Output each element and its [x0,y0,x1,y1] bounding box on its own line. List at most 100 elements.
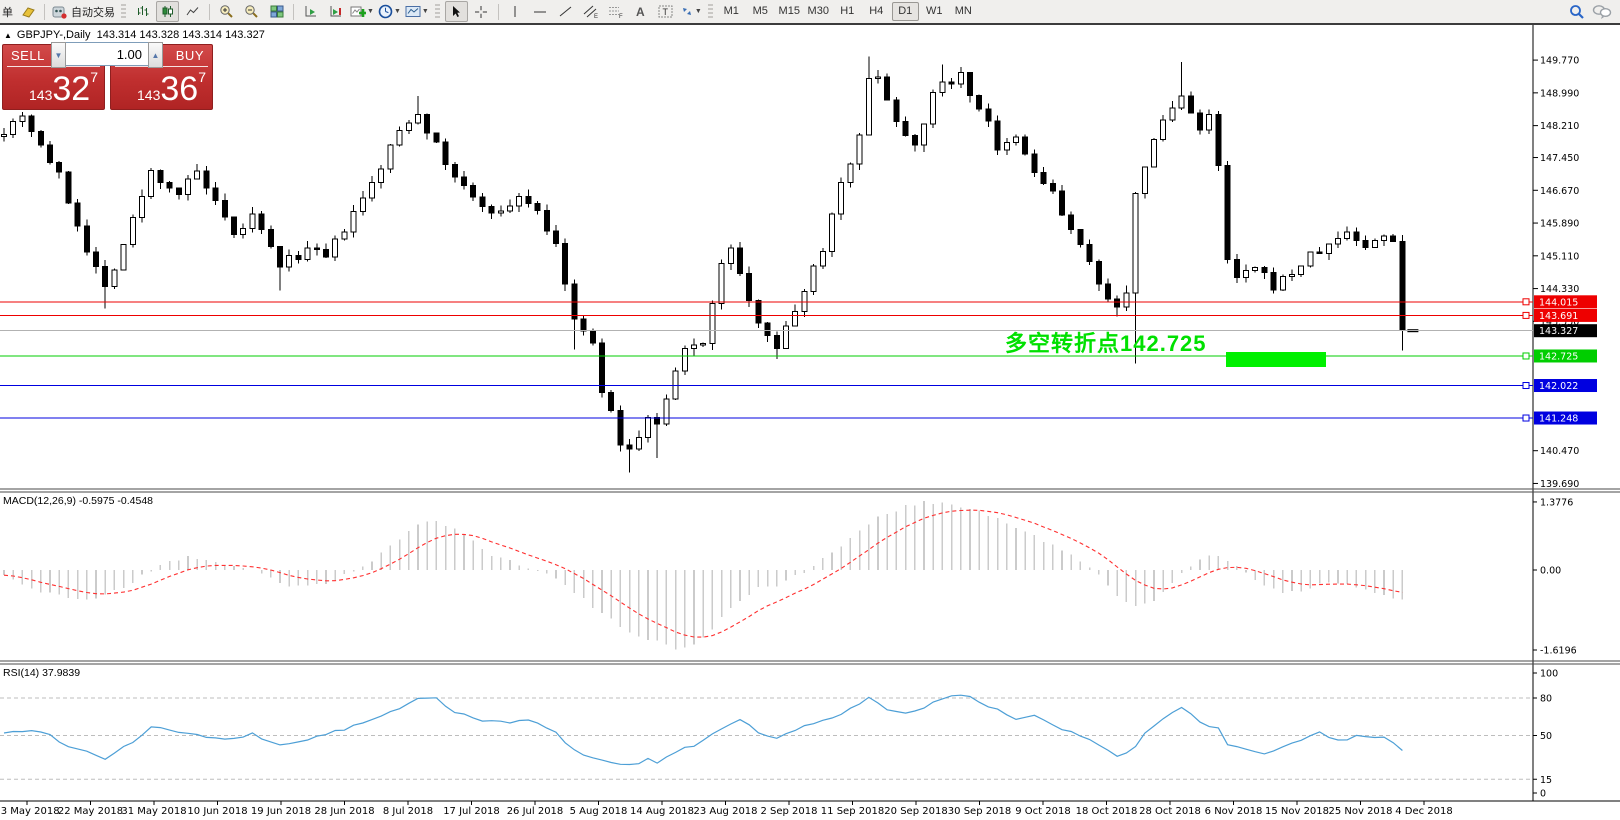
timeframe-h1[interactable]: H1 [840,5,855,17]
svg-text:18 Oct 2018: 18 Oct 2018 [1076,806,1138,817]
search-button[interactable] [1565,1,1588,22]
svg-text:8 Jul 2018: 8 Jul 2018 [383,806,433,817]
svg-text:147.450: 147.450 [1540,153,1579,164]
order-menu-label[interactable]: 单 [2,6,13,19]
sell-label: SELL [11,48,45,63]
svg-text:144.330: 144.330 [1540,284,1579,295]
chart-frame [0,25,1620,802]
tile-windows-icon[interactable] [265,1,288,22]
toolbar-separator [293,3,294,20]
chat-icon [1592,5,1611,19]
indicator-axis: 1.3776 0.00 -1.6196 100 80 50 15 0 [1533,497,1577,800]
buy-price: 143367 [137,69,206,106]
cursor-button[interactable] [444,1,468,22]
svg-text:E: E [594,14,598,18]
symbol-ohlc: 143.314 143.328 143.314 143.327 [96,29,265,41]
sell-price-prefix: 143 [29,87,53,103]
svg-text:31 May 2018: 31 May 2018 [121,806,186,817]
timeframe-d1[interactable]: D1 [891,2,919,21]
arrows-dropdown-icon[interactable]: ▼ [694,8,702,15]
svg-text:0.00: 0.00 [1540,566,1561,577]
svg-text:142.022: 142.022 [1539,381,1578,392]
volume-increase-button[interactable]: ▲ [148,42,163,68]
horizontal-line-icon [534,11,547,12]
text-label-tool[interactable]: T [654,1,677,22]
collapse-panel-icon[interactable]: ▲ [4,31,12,40]
crosshair-button[interactable] [470,1,493,22]
volume-input[interactable] [66,42,148,66]
timeframe-m15[interactable]: M15 [778,5,800,17]
fibonacci-icon: F [608,7,623,18]
svg-text:17 Jul 2018: 17 Jul 2018 [443,806,500,817]
new-order-icon[interactable] [16,1,39,22]
candlestick-chart-icon[interactable] [156,1,179,22]
autotrading-button[interactable]: 自动交易 [50,1,116,22]
volume-decrease-button[interactable]: ▼ [51,42,66,68]
symbol-name: GBPJPY-,Daily [16,29,91,41]
toolbar-separator [209,3,210,20]
trendline-icon [559,6,572,17]
macd-plot[interactable] [3,501,1404,650]
svg-text:140.470: 140.470 [1540,446,1579,457]
svg-text:149.770: 149.770 [1540,56,1579,67]
periods-dropdown-icon[interactable]: ▼ [393,8,401,15]
zoom-in-icon[interactable] [215,1,238,22]
equidistant-channel-tool[interactable]: E [579,1,602,22]
equidistant-channel-icon: E [583,5,598,18]
zoom-out-icon[interactable] [240,1,263,22]
bar-chart-icon[interactable] [131,1,154,22]
sell-button[interactable]: SELL 143327 [2,44,105,110]
periods-button[interactable]: ▼ [377,1,402,22]
svg-text:14 Aug 2018: 14 Aug 2018 [630,806,694,817]
one-click-trading-panel: SELL 143327 BUY 143367 ▼ ▲ [2,42,213,110]
svg-text:141.248: 141.248 [1539,414,1578,425]
indicators-icon [350,6,366,17]
vertical-line-tool[interactable] [504,1,527,22]
timeframe-m30[interactable]: M30 [807,5,829,17]
svg-text:28 Jun 2018: 28 Jun 2018 [314,806,374,817]
autoscroll-icon[interactable] [299,1,322,22]
sell-price-big: 32 [52,70,91,108]
line-chart-icon [186,7,199,16]
text-label-icon: T [658,5,673,18]
rsi-plot[interactable] [0,694,1533,780]
trendline-tool[interactable] [554,1,577,22]
templates-button[interactable]: ▼ [404,1,430,22]
indicators-dropdown-icon[interactable]: ▼ [367,8,374,15]
svg-text:148.210: 148.210 [1540,121,1579,132]
svg-text:20 Sep 2018: 20 Sep 2018 [884,806,947,817]
chart-shift-icon[interactable] [324,1,347,22]
fibonacci-tool[interactable]: F [604,1,627,22]
candlestick-plot[interactable] [1,56,1419,473]
svg-text:145.110: 145.110 [1540,251,1579,262]
timeframe-m1[interactable]: M1 [723,5,739,17]
line-chart-icon[interactable] [181,1,204,22]
toolbar-grip[interactable] [121,3,126,20]
chat-button[interactable] [1590,1,1613,22]
timeframe-m5[interactable]: M5 [752,5,768,17]
toolbar-grip[interactable] [707,3,713,20]
timeframe-w1[interactable]: W1 [926,5,943,17]
price-axis[interactable]: 149.770 148.990 148.210 147.450 146.670 145.8… [1533,56,1597,490]
arrows-tool[interactable]: ▼ [679,1,703,22]
svg-text:9 Oct 2018: 9 Oct 2018 [1015,806,1070,817]
toolbar-grip[interactable] [434,3,440,20]
horizontal-line-tool[interactable] [529,1,552,22]
zoom-in-icon [220,5,233,18]
chart-shift-icon [330,6,341,17]
templates-icon [405,6,421,17]
toolbar-right-group [1564,1,1614,22]
svg-text:T: T [662,7,668,17]
templates-dropdown-icon[interactable]: ▼ [421,8,429,15]
svg-text:0: 0 [1540,789,1546,800]
candlestick-chart-icon [162,6,173,17]
svg-text:28 Oct 2018: 28 Oct 2018 [1139,806,1201,817]
text-tool[interactable]: A [635,4,645,19]
timeframe-h4[interactable]: H4 [869,5,884,17]
timeframe-mn[interactable]: MN [954,5,972,17]
svg-text:25 Nov 2018: 25 Nov 2018 [1328,806,1392,817]
indicators-button[interactable]: ▼ [349,1,375,22]
symbol-header: ▲ GBPJPY-,Daily 143.314 143.328 143.314 1… [4,29,265,41]
